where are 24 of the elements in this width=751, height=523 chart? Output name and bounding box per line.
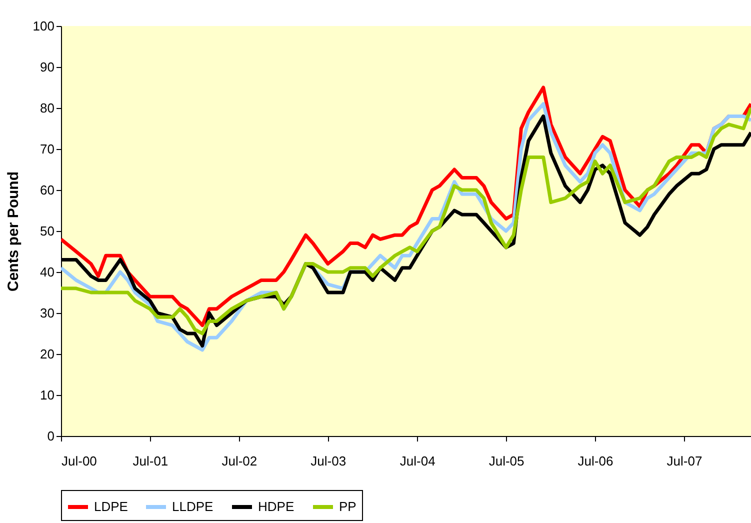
legend-label: LDPE xyxy=(94,499,128,514)
y-tick-label: 60 xyxy=(40,182,54,198)
y-tick-label: 70 xyxy=(40,142,54,156)
legend-label: PP xyxy=(339,499,356,514)
x-tick-label: Jul-05 xyxy=(488,454,524,468)
y-tick-label: 100 xyxy=(32,18,54,34)
x-tick-label: Jul-02 xyxy=(222,454,258,468)
y-tick-label: 0 xyxy=(47,428,54,444)
x-tick-label: Jul-03 xyxy=(310,454,346,468)
y-tick-label: 20 xyxy=(40,346,54,362)
y-tick-label: 30 xyxy=(40,306,54,320)
x-tick-label: Jul-07 xyxy=(666,454,702,468)
y-axis-title: Cents per Pound xyxy=(4,171,22,292)
x-tick-label: Jul-01 xyxy=(132,454,168,468)
y-tick-label: 90 xyxy=(40,60,54,74)
y-tick-label: 50 xyxy=(40,224,54,238)
legend-label: HDPE xyxy=(258,499,294,514)
x-tick-label: Jul-04 xyxy=(400,454,436,468)
x-tick-label: Jul-00 xyxy=(62,454,97,468)
x-tick-label: Jul-06 xyxy=(578,454,614,468)
y-tick-label: 10 xyxy=(40,388,54,402)
y-tick-label: 80 xyxy=(40,100,54,116)
y-tick-label: 40 xyxy=(40,264,54,280)
legend-label: LLDPE xyxy=(172,499,214,514)
